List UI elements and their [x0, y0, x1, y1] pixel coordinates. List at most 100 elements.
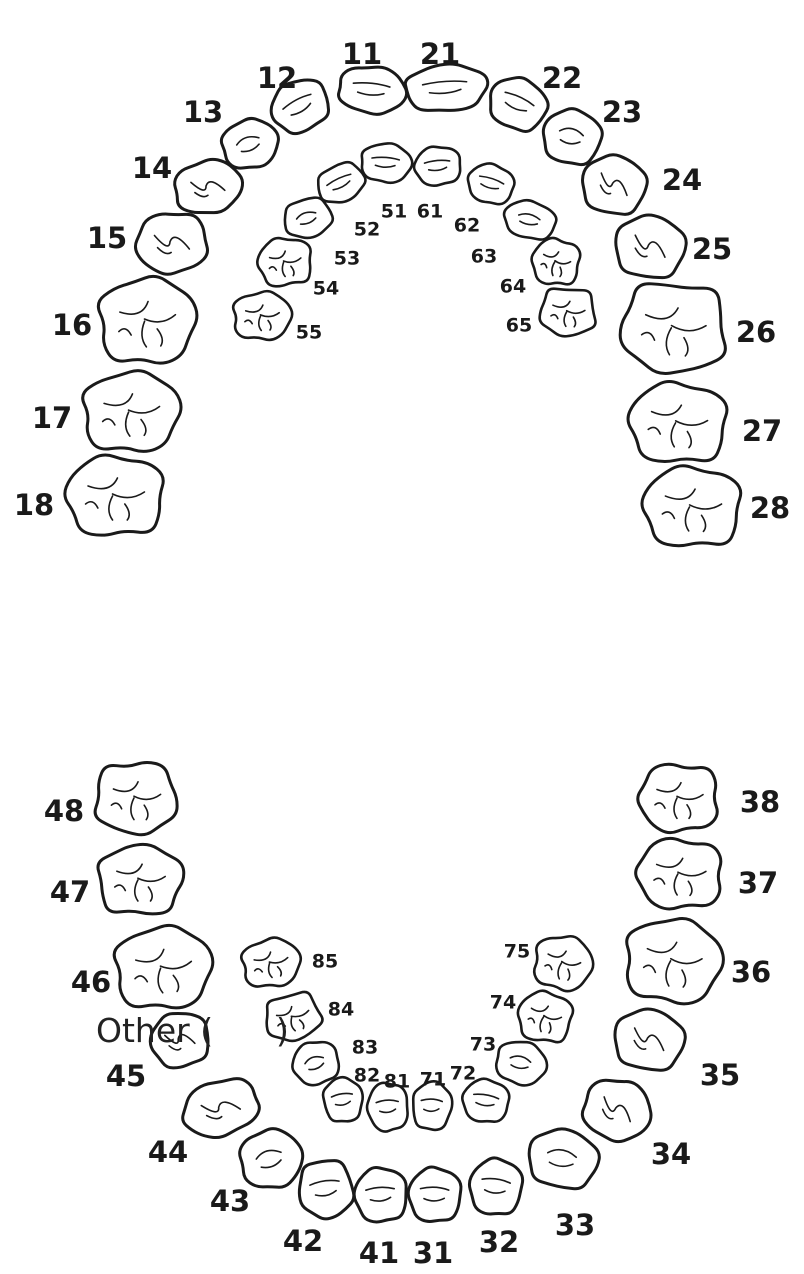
tooth-33[interactable]: [523, 1123, 604, 1194]
tooth-84[interactable]: [260, 989, 326, 1047]
tooth-81[interactable]: [365, 1081, 409, 1133]
tooth-48-outline[interactable]: [93, 761, 179, 837]
tooth-53-outline[interactable]: [280, 194, 336, 244]
tooth-37[interactable]: [634, 836, 723, 911]
tooth-28[interactable]: [640, 464, 743, 548]
tooth-number-65: 65: [506, 315, 532, 337]
tooth-13[interactable]: [217, 112, 284, 174]
tooth-17[interactable]: [81, 368, 183, 454]
tooth-62-outline[interactable]: [462, 158, 518, 209]
tooth-35-outline[interactable]: [610, 1004, 690, 1075]
tooth-26-outline[interactable]: [618, 282, 730, 378]
tooth-27[interactable]: [626, 379, 729, 464]
tooth-23-outline[interactable]: [537, 102, 608, 170]
tooth-15-outline[interactable]: [132, 210, 210, 278]
tooth-21-outline[interactable]: [403, 61, 490, 113]
tooth-85[interactable]: [239, 934, 305, 992]
tooth-38[interactable]: [636, 762, 719, 835]
tooth-31-groove: [423, 1197, 446, 1202]
tooth-33-outline[interactable]: [523, 1123, 604, 1194]
tooth-34[interactable]: [577, 1072, 658, 1149]
tooth-35[interactable]: [610, 1004, 690, 1075]
tooth-72[interactable]: [459, 1075, 512, 1125]
tooth-18-groove: [124, 503, 131, 521]
tooth-25-outline[interactable]: [611, 211, 689, 282]
tooth-16[interactable]: [96, 274, 201, 368]
tooth-32[interactable]: [466, 1155, 526, 1218]
tooth-82[interactable]: [321, 1075, 366, 1125]
tooth-16-groove: [156, 328, 164, 347]
tooth-71-outline[interactable]: [411, 1080, 454, 1132]
tooth-14[interactable]: [170, 154, 247, 220]
tooth-number-51: 51: [381, 201, 407, 223]
tooth-83[interactable]: [287, 1036, 343, 1090]
tooth-21[interactable]: [403, 61, 490, 113]
tooth-22-outline[interactable]: [481, 68, 555, 138]
tooth-54[interactable]: [255, 235, 314, 288]
tooth-31-outline[interactable]: [406, 1165, 463, 1223]
tooth-64[interactable]: [528, 235, 582, 288]
tooth-45[interactable]: [144, 1006, 215, 1074]
tooth-52[interactable]: [312, 157, 371, 210]
tooth-74[interactable]: [514, 987, 576, 1046]
tooth-44-outline[interactable]: [175, 1071, 265, 1147]
tooth-41[interactable]: [352, 1165, 408, 1224]
tooth-46[interactable]: [112, 922, 217, 1013]
tooth-27-groove: [686, 430, 692, 449]
tooth-32-outline[interactable]: [466, 1155, 526, 1218]
tooth-74-groove: [527, 1017, 536, 1024]
tooth-number-85: 85: [312, 951, 338, 973]
tooth-47[interactable]: [96, 842, 186, 916]
tooth-83-outline[interactable]: [287, 1036, 343, 1090]
tooth-12[interactable]: [262, 70, 337, 142]
tooth-45-outline[interactable]: [144, 1006, 215, 1074]
tooth-83-groove: [308, 1062, 325, 1071]
tooth-38-groove: [654, 802, 666, 809]
tooth-15[interactable]: [132, 210, 210, 278]
tooth-63-outline[interactable]: [499, 195, 559, 244]
tooth-18[interactable]: [63, 453, 165, 537]
tooth-81-outline[interactable]: [365, 1081, 409, 1133]
tooth-42[interactable]: [295, 1158, 356, 1222]
tooth-75-outline[interactable]: [531, 932, 597, 995]
tooth-34-outline[interactable]: [577, 1072, 658, 1149]
tooth-62[interactable]: [462, 158, 518, 209]
tooth-61[interactable]: [412, 144, 462, 188]
tooth-71[interactable]: [411, 1080, 454, 1132]
tooth-42-groove: [314, 1189, 337, 1197]
other-option-label[interactable]: Other ( ): [96, 1011, 289, 1050]
tooth-13-outline[interactable]: [217, 112, 284, 174]
tooth-73-outline[interactable]: [492, 1035, 552, 1090]
tooth-24-outline[interactable]: [577, 149, 652, 219]
tooth-72-outline[interactable]: [459, 1075, 512, 1125]
tooth-31[interactable]: [406, 1165, 463, 1223]
tooth-43[interactable]: [236, 1123, 309, 1194]
tooth-53[interactable]: [280, 194, 336, 244]
tooth-61-outline[interactable]: [412, 144, 462, 188]
tooth-23[interactable]: [537, 102, 608, 170]
tooth-11[interactable]: [337, 63, 409, 117]
tooth-48[interactable]: [93, 761, 179, 837]
tooth-63[interactable]: [499, 195, 559, 244]
tooth-82-outline[interactable]: [321, 1075, 366, 1125]
tooth-73[interactable]: [492, 1035, 552, 1090]
tooth-43-outline[interactable]: [236, 1123, 309, 1194]
tooth-42-outline[interactable]: [295, 1158, 356, 1222]
tooth-25[interactable]: [611, 211, 689, 282]
tooth-65-outline[interactable]: [538, 287, 597, 338]
tooth-51[interactable]: [360, 141, 414, 185]
tooth-65[interactable]: [538, 287, 597, 338]
tooth-12-outline[interactable]: [262, 70, 337, 142]
tooth-44[interactable]: [175, 1071, 265, 1147]
tooth-52-outline[interactable]: [312, 157, 371, 210]
tooth-36[interactable]: [623, 915, 726, 1007]
tooth-24[interactable]: [577, 149, 652, 219]
tooth-75[interactable]: [531, 932, 597, 995]
tooth-51-outline[interactable]: [360, 141, 414, 185]
tooth-22[interactable]: [481, 68, 555, 138]
tooth-14-outline[interactable]: [170, 154, 247, 220]
tooth-55[interactable]: [231, 289, 294, 342]
tooth-11-outline[interactable]: [337, 63, 409, 117]
tooth-26[interactable]: [618, 282, 730, 378]
tooth-41-outline[interactable]: [352, 1165, 408, 1224]
